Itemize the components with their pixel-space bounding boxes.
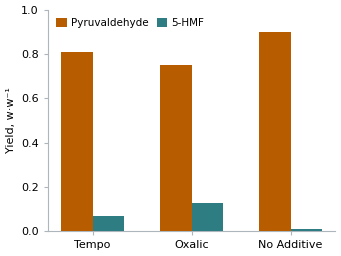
Bar	[192, 202, 223, 231]
Bar	[93, 216, 124, 231]
Bar	[291, 229, 322, 231]
Bar	[61, 52, 93, 231]
Legend: Pyruvaldehyde, 5-HMF: Pyruvaldehyde, 5-HMF	[53, 15, 207, 31]
Bar	[259, 32, 291, 231]
Y-axis label: Yield, w·w⁻¹: Yield, w·w⁻¹	[5, 88, 16, 153]
Bar	[160, 65, 192, 231]
